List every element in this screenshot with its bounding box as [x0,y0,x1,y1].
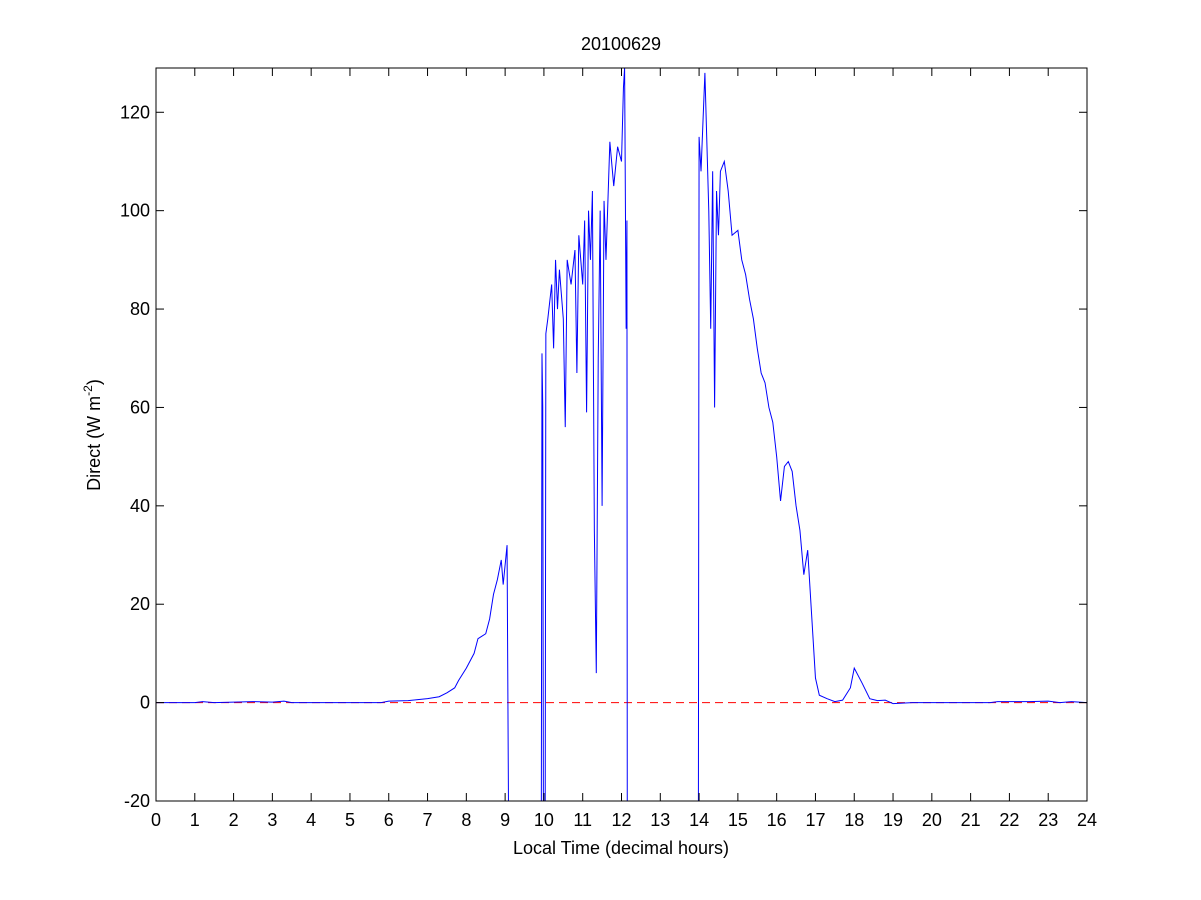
x-tick-label: 16 [767,810,787,830]
x-tick-label: 0 [151,810,161,830]
x-tick-label: 8 [461,810,471,830]
y-tick-label: 40 [130,496,150,516]
data-line [156,68,1087,801]
x-tick-label: 13 [650,810,670,830]
x-tick-label: 1 [190,810,200,830]
x-tick-label: 17 [805,810,825,830]
y-axis-label-suffix: ) [84,379,104,385]
x-tick-label: 4 [306,810,316,830]
y-tick-label: -20 [124,791,150,811]
x-tick-label: 22 [999,810,1019,830]
x-tick-label: 14 [689,810,709,830]
y-axis-label-superscript: -2 [81,385,95,396]
x-tick-label: 7 [423,810,433,830]
y-tick-label: 80 [130,299,150,319]
x-tick-label: 2 [229,810,239,830]
y-tick-label: 60 [130,397,150,417]
chart-title: 20100629 [581,34,661,54]
x-tick-label: 24 [1077,810,1097,830]
x-tick-label: 15 [728,810,748,830]
y-tick-label: 0 [140,693,150,713]
x-tick-label: 20 [922,810,942,830]
y-tick-label: 20 [130,594,150,614]
x-tick-label: 21 [961,810,981,830]
x-tick-label: 11 [573,810,592,830]
x-tick-label: 19 [883,810,903,830]
x-tick-label: 10 [534,810,554,830]
y-axis-label: Direct (W m-2) [81,379,104,491]
x-tick-label: 9 [500,810,510,830]
x-tick-label: 12 [611,810,631,830]
x-axis-label: Local Time (decimal hours) [513,838,729,858]
x-tick-label: 3 [267,810,277,830]
plot-area [156,68,1087,801]
x-tick-label: 23 [1038,810,1058,830]
x-tick-label: 5 [345,810,355,830]
y-tick-label: 120 [120,102,150,122]
y-axis-label-text: Direct (W m [84,396,104,491]
y-tick-label: 100 [120,201,150,221]
x-tick-label: 18 [844,810,864,830]
x-tick-label: 6 [384,810,394,830]
